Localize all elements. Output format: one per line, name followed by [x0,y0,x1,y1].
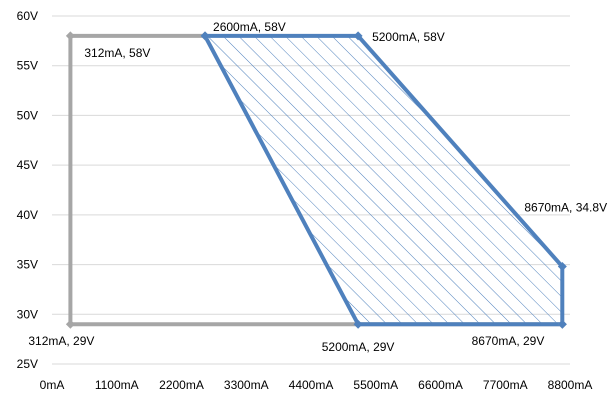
series-lines [68,33,565,327]
data-point-marker [557,262,567,272]
x-tick-label: 4400mA [289,378,334,392]
x-tick-label: 0mA [40,378,65,392]
data-point-marker [353,31,363,41]
data-label: 8670mA, 34.8V [524,201,607,215]
y-tick-label: 55V [17,59,38,73]
data-labels: 8670mA, 29V 312mA, 29V 312mA, 58V 2600mA, 5… [28,20,607,354]
data-label: 312mA, 29V [28,334,94,348]
series-0-line [68,33,563,327]
x-tick-label: 7700mA [483,378,528,392]
y-tick-label: 35V [17,258,38,272]
y-tick-label: 60V [17,9,38,23]
x-tick-label: 3300mA [224,378,269,392]
x-tick-label: 5500mA [353,378,398,392]
y-tick-label: 45V [17,158,38,172]
data-point-marker [200,31,210,41]
data-point-marker [65,31,75,41]
data-label: 2600mA, 58V [213,20,286,34]
data-label: 8670mA, 29V [472,334,545,348]
data-point-marker [65,319,75,329]
series-markers [65,31,567,329]
data-label: 5200mA, 29V [322,340,395,354]
axis-tick-labels: 25V 30V 35V 40V 45V 50V 55V 60V 0mA 1100mA 2200mA 3… [17,9,593,392]
data-point-marker [557,319,567,329]
y-tick-label: 50V [17,108,38,122]
series-1-area [205,35,563,325]
series-1-line [203,33,565,327]
x-tick-label: 8800mA [548,378,593,392]
x-tick-label: 6600mA [418,378,463,392]
plot-area [205,35,563,325]
y-tick-label: 30V [17,307,38,321]
y-tick-label: 40V [17,208,38,222]
y-tick-label: 25V [17,357,38,371]
data-point-marker [353,319,363,329]
x-tick-label: 1100mA [95,378,139,392]
data-label: 5200mA, 58V [372,30,445,44]
x-tick-label: 2200mA [159,378,204,392]
data-label: 312mA, 58V [84,46,150,60]
